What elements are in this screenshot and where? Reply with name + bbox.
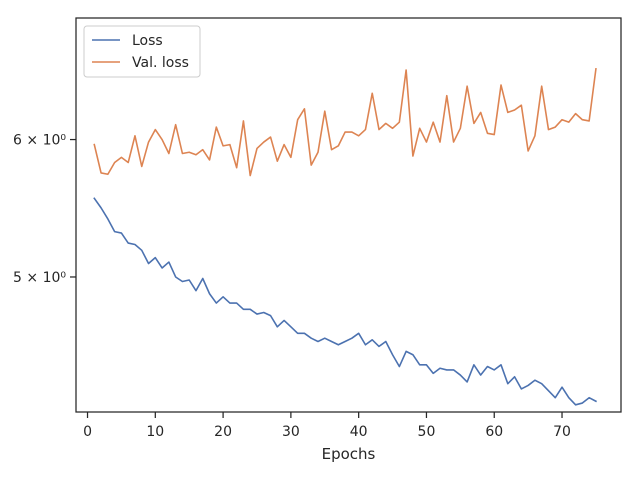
x-tick-label: 0 (83, 424, 92, 440)
x-tick-label: 20 (214, 424, 232, 440)
x-axis-ticks: 0 10 20 30 40 50 60 70 (83, 412, 571, 440)
legend: Loss Val. loss (83, 25, 201, 78)
legend-box (83, 25, 201, 78)
y-axis-ticks: 6 × 10⁰ 5 × 10⁰ (13, 133, 76, 286)
x-tick-label: 70 (553, 424, 571, 440)
x-tick-label: 50 (418, 424, 436, 440)
x-tick-label: 30 (282, 424, 300, 440)
series-line-loss (93, 197, 597, 406)
x-tick-label: 10 (146, 424, 164, 440)
y-tick-label: 5 × 10⁰ (13, 270, 66, 286)
plot-frame (75, 17, 622, 413)
legend-entry-label: Loss (132, 33, 163, 49)
series-line-val-loss (93, 67, 597, 177)
x-tick-label: 40 (350, 424, 368, 440)
x-axis-label: Epochs (322, 445, 376, 463)
y-tick-label: 6 × 10⁰ (13, 133, 66, 149)
legend-entry-label: Val. loss (132, 55, 189, 71)
x-tick-label: 60 (485, 424, 503, 440)
series-lines (93, 67, 597, 406)
